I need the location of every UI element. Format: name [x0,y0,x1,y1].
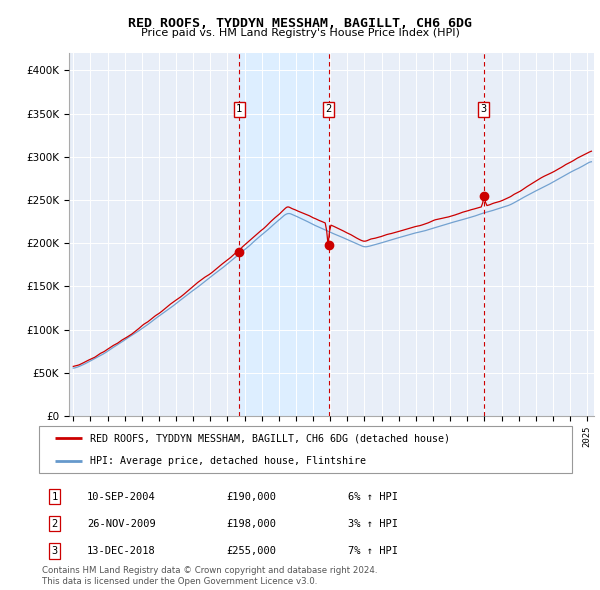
Text: 2: 2 [52,519,58,529]
Text: 2: 2 [325,104,332,114]
Text: 1: 1 [236,104,242,114]
Text: 7% ↑ HPI: 7% ↑ HPI [348,546,398,556]
Text: 1: 1 [52,492,58,502]
Text: £198,000: £198,000 [227,519,277,529]
Text: 13-DEC-2018: 13-DEC-2018 [87,546,155,556]
Text: RED ROOFS, TYDDYN MESSHAM, BAGILLT, CH6 6DG (detached house): RED ROOFS, TYDDYN MESSHAM, BAGILLT, CH6 … [89,433,449,443]
Text: RED ROOFS, TYDDYN MESSHAM, BAGILLT, CH6 6DG: RED ROOFS, TYDDYN MESSHAM, BAGILLT, CH6 … [128,17,472,30]
Text: HPI: Average price, detached house, Flintshire: HPI: Average price, detached house, Flin… [89,457,365,467]
Text: This data is licensed under the Open Government Licence v3.0.: This data is licensed under the Open Gov… [42,577,317,586]
Bar [239,53,329,416]
Text: £255,000: £255,000 [227,546,277,556]
Text: 3: 3 [481,104,487,114]
Text: 26-NOV-2009: 26-NOV-2009 [87,519,155,529]
Text: Price paid vs. HM Land Registry's House Price Index (HPI): Price paid vs. HM Land Registry's House … [140,28,460,38]
Text: 10-SEP-2004: 10-SEP-2004 [87,492,155,502]
Text: Contains HM Land Registry data © Crown copyright and database right 2024.: Contains HM Land Registry data © Crown c… [42,566,377,575]
Text: 3% ↑ HPI: 3% ↑ HPI [348,519,398,529]
Text: 3: 3 [52,546,58,556]
Text: £190,000: £190,000 [227,492,277,502]
FancyBboxPatch shape [40,427,572,473]
Text: 6% ↑ HPI: 6% ↑ HPI [348,492,398,502]
